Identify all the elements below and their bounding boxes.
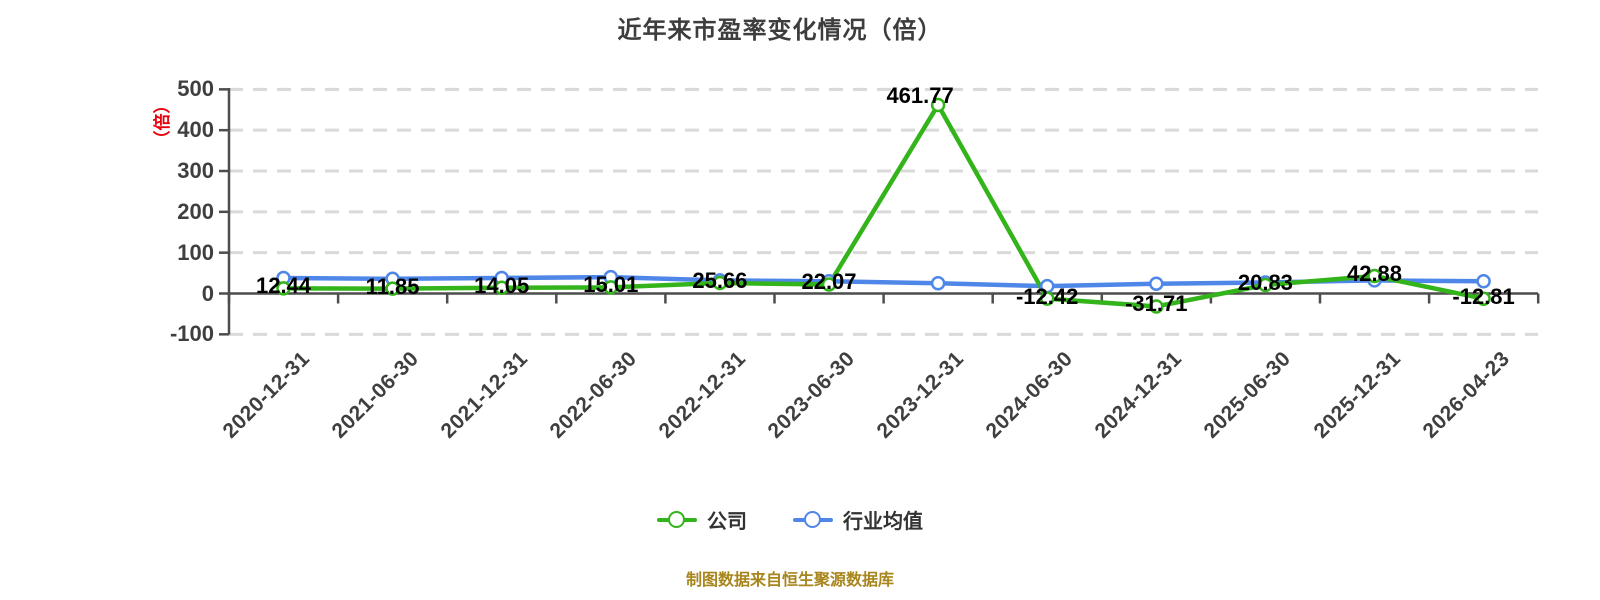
company-point[interactable]: [712, 275, 728, 291]
data-point-label: 15.01: [583, 272, 639, 298]
legend-label-company: 公司: [707, 511, 747, 533]
company-point[interactable]: [276, 281, 291, 296]
y-axis-tick-label: 400: [177, 117, 214, 143]
legend-item-company[interactable]: 公司: [657, 505, 747, 534]
data-point-label: -12.42: [1015, 283, 1079, 309]
data-point-label: 12.44: [255, 273, 312, 299]
industry-average-point[interactable]: [1476, 274, 1491, 289]
y-axis-tick-label: 100: [177, 239, 214, 265]
company-point[interactable]: [603, 280, 619, 295]
y-axis-tick-label: 200: [177, 198, 214, 224]
data-point-label: -12.81: [1452, 283, 1515, 309]
company-point[interactable]: [1258, 277, 1273, 293]
company-point[interactable]: [821, 277, 837, 292]
industry-average-point[interactable]: [1149, 276, 1164, 291]
company-point[interactable]: [1367, 268, 1382, 284]
company-line: [281, 102, 1486, 309]
data-point-label: 14.05: [474, 272, 530, 298]
company-point[interactable]: [494, 280, 509, 296]
data-point-label: 22.07: [801, 269, 857, 295]
company-point[interactable]: [1476, 291, 1491, 306]
data-point-label: 11.85: [365, 273, 420, 299]
data-point-label: 42.88: [1346, 260, 1403, 286]
industry-average-point[interactable]: [930, 276, 946, 291]
y-axis-tick-label: 0: [201, 280, 214, 306]
company-point[interactable]: [1039, 291, 1055, 306]
company-point[interactable]: [930, 97, 946, 113]
data-point-label: 20.83: [1237, 269, 1293, 295]
data-point-label: 461.77: [886, 82, 954, 108]
company-series-marker-icon: [657, 510, 697, 529]
y-axis-tick-label: 500: [177, 76, 214, 102]
data-source-note: 制图数据来自恒生聚源数据库: [685, 572, 894, 589]
data-point-label: 25.66: [692, 268, 748, 294]
y-axis-tick-label: -100: [169, 321, 214, 347]
data-point-label: -31.71: [1125, 291, 1188, 317]
chart-title: 近年来市盈率变化情况（倍）: [617, 17, 943, 44]
company-point[interactable]: [1149, 299, 1164, 314]
legend-label-industry-average: 行业均值: [843, 511, 923, 533]
legend-item-industry-average[interactable]: 行业均值: [793, 505, 923, 534]
industry-series-marker-icon: [793, 510, 833, 529]
company-point[interactable]: [385, 281, 400, 296]
legend: 公司 行业均值: [0, 505, 1580, 534]
y-axis-tick-label: 300: [177, 158, 214, 183]
